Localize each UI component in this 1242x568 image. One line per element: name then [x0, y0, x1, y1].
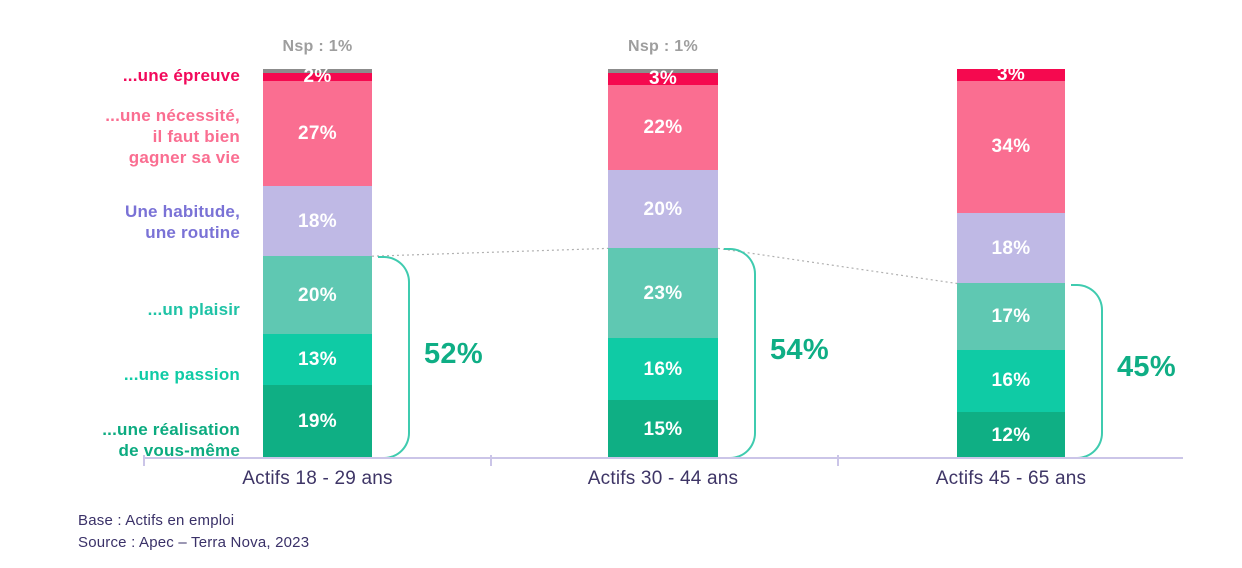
segment-necessite: 22% — [608, 84, 718, 171]
source-note: Source : Apec – Terra Nova, 2023 — [78, 534, 310, 551]
row-label-line: une routine — [145, 223, 240, 242]
segment-value-passion: 16% — [991, 370, 1031, 392]
bracket-1 — [378, 256, 410, 459]
segment-realisation: 12% — [957, 412, 1065, 459]
segment-value-passion: 13% — [298, 349, 337, 371]
x-axis-label-2: Actifs 30 - 44 ans — [587, 468, 739, 489]
bar-3: 3% 34% 18% 17% 16% 12% — [957, 65, 1065, 459]
segment-value-plaisir: 23% — [643, 282, 683, 304]
segment-value-habitude: 18% — [991, 237, 1031, 259]
row-label-line: de vous-même — [118, 441, 240, 460]
segment-epreuve: 3% — [608, 69, 718, 88]
x-axis-label-1: Actifs 18 - 29 ans — [242, 468, 393, 489]
row-label-passion: ...une passion — [10, 364, 240, 385]
segment-plaisir: 17% — [957, 283, 1065, 350]
x-axis-line — [143, 457, 1183, 459]
row-label-epreuve: ...une épreuve — [10, 65, 240, 86]
segment-nsp — [608, 69, 718, 73]
bracket-3 — [1071, 283, 1103, 459]
x-axis-tick-3 — [837, 455, 839, 466]
segment-habitude: 18% — [263, 185, 372, 257]
bar-2: 3% 22% 20% 23% 16% 15% — [608, 69, 718, 459]
base-note: Base : Actifs en emploi — [78, 512, 235, 529]
segment-plaisir: 20% — [263, 256, 372, 335]
segment-value-plaisir: 20% — [298, 284, 337, 306]
segment-epreuve: 2% — [263, 67, 372, 86]
row-label-line: ...une réalisation — [102, 420, 240, 439]
row-label-line: Une habitude, — [125, 202, 240, 221]
nsp-annotation-2: Nsp : 1% — [628, 38, 698, 55]
row-label-line: gagner sa vie — [128, 147, 240, 167]
row-label-habitude: Une habitude, une routine — [10, 201, 240, 243]
segment-realisation: 15% — [608, 400, 718, 459]
segment-value-necessite: 34% — [991, 136, 1031, 158]
segment-value-epreuve: 3% — [648, 68, 678, 90]
segment-value-epreuve: 2% — [303, 66, 332, 88]
row-label-line: ...une épreuve — [122, 65, 240, 85]
segment-value-epreuve: 3% — [996, 64, 1026, 86]
segment-habitude: 20% — [608, 170, 718, 249]
segment-habitude: 18% — [957, 213, 1065, 284]
segment-nsp — [263, 69, 372, 73]
x-axis-label-3: Actifs 45 - 65 ans — [935, 468, 1087, 489]
bracket-value-3: 45% — [1117, 351, 1176, 384]
row-label-line: il faut bien — [152, 126, 240, 146]
segment-value-realisation: 15% — [643, 419, 683, 441]
segment-plaisir: 23% — [608, 248, 718, 339]
segment-epreuve: 3% — [957, 65, 1065, 84]
segment-value-plaisir: 17% — [991, 306, 1031, 328]
row-label-plaisir: ...un plaisir — [10, 299, 240, 320]
nsp-annotation-1: Nsp : 1% — [282, 38, 353, 55]
segment-passion: 13% — [263, 334, 372, 385]
segment-passion: 16% — [608, 338, 718, 401]
segment-value-realisation: 19% — [298, 411, 337, 433]
segment-realisation: 19% — [263, 384, 372, 459]
connector-line-1 — [371, 247, 609, 257]
row-label-necessite: ...une nécessité, il faut bien gagner sa v… — [10, 105, 240, 168]
segment-value-habitude: 18% — [298, 210, 337, 232]
bracket-value-1: 52% — [424, 337, 483, 370]
segment-passion: 16% — [957, 349, 1065, 413]
row-label-line: ...une passion — [123, 364, 240, 384]
row-label-realisation: ...une réalisation de vous-même — [10, 419, 240, 461]
bar-1: 2% 27% 18% 20% 13% 19% — [263, 67, 372, 459]
segment-value-necessite: 22% — [643, 116, 683, 138]
segment-value-passion: 16% — [643, 358, 683, 380]
segment-value-realisation: 12% — [991, 425, 1031, 447]
x-axis-tick-1 — [143, 455, 145, 466]
row-label-line: ...un plaisir — [147, 299, 240, 319]
segment-value-habitude: 20% — [643, 198, 683, 220]
segment-necessite: 27% — [263, 80, 372, 186]
row-label-line: ...une nécessité, — [105, 105, 240, 125]
x-axis-tick-2 — [490, 455, 492, 466]
segment-value-necessite: 27% — [298, 122, 337, 144]
bracket-value-2: 54% — [770, 333, 829, 366]
segment-necessite: 34% — [957, 80, 1065, 214]
bracket-2 — [724, 248, 756, 459]
